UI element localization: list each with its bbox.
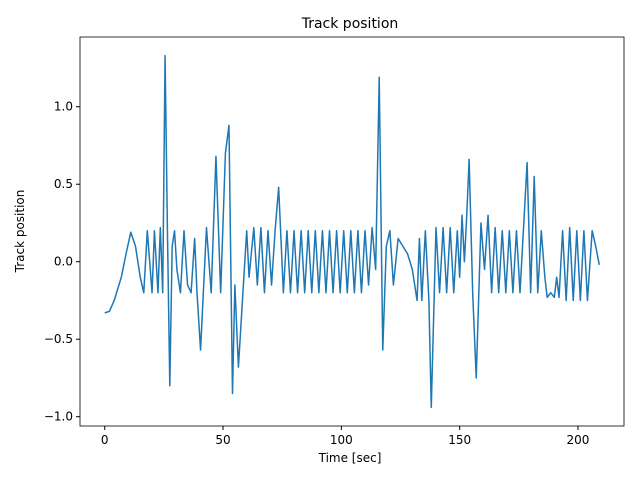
y-tick-label: 0.5 bbox=[54, 177, 73, 191]
x-tick-label: 50 bbox=[215, 433, 230, 447]
y-tick-label: −0.5 bbox=[44, 332, 73, 346]
y-tick-label: −1.0 bbox=[44, 410, 73, 424]
chart-title: Track position bbox=[301, 16, 399, 32]
x-tick-label: 150 bbox=[448, 433, 471, 447]
y-tick-label: 0.0 bbox=[54, 255, 73, 269]
plot-frame bbox=[79, 36, 625, 427]
x-tick-label: 0 bbox=[101, 433, 109, 447]
x-tick-label: 200 bbox=[567, 433, 590, 447]
x-tick-label: 100 bbox=[330, 433, 353, 447]
y-axis-label: Track position bbox=[13, 190, 27, 274]
y-tick-label: 1.0 bbox=[54, 100, 73, 114]
data-line bbox=[104, 54, 601, 409]
x-axis-label: Time [sec] bbox=[318, 451, 382, 465]
